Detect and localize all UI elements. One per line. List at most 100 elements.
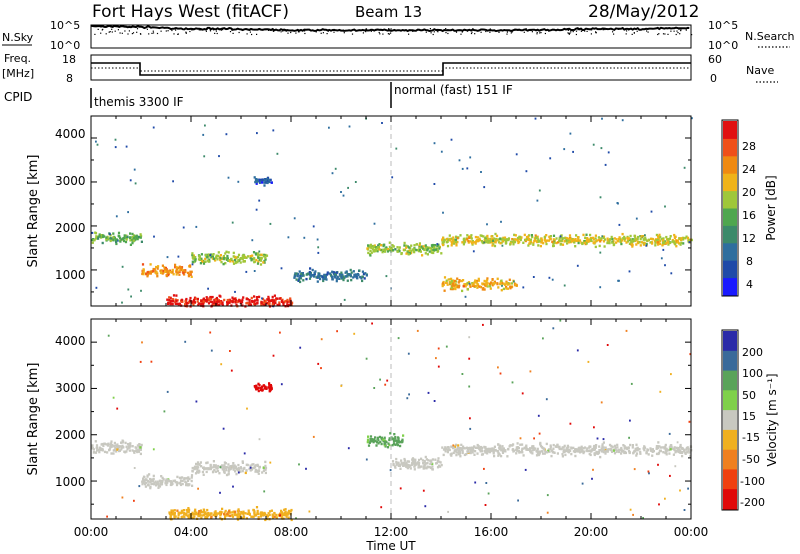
velocity-cell — [138, 448, 141, 451]
power-cell — [332, 272, 336, 275]
velocity-cell — [539, 443, 542, 446]
power-cell — [325, 278, 328, 281]
velocity-cell — [408, 465, 411, 469]
velocity-cell — [458, 450, 461, 453]
power-cell — [142, 268, 145, 271]
power-colorbar-swatch — [723, 260, 737, 279]
velocity-cell — [601, 443, 604, 446]
power-cell — [317, 246, 320, 249]
velocity-cell — [317, 362, 320, 365]
power-cell — [405, 252, 408, 255]
power-cell — [455, 240, 458, 244]
power-cell — [125, 234, 128, 237]
nsearch-point — [447, 29, 449, 31]
power-cell — [415, 248, 418, 252]
velocity-cell — [112, 396, 115, 399]
nsearch-point — [216, 32, 218, 35]
nsearch-point — [389, 29, 391, 31]
nsearch-point — [506, 33, 508, 35]
power-cell — [316, 238, 319, 241]
velocity-cell — [537, 414, 540, 417]
power-cell — [592, 143, 595, 146]
nave-right-tick-bottom: 0 — [710, 72, 717, 85]
nsearch-point — [365, 31, 367, 33]
power-ylabel: Slant Range [km] — [26, 155, 41, 268]
velocity-cell — [124, 441, 127, 445]
velocity-cell — [173, 516, 176, 519]
power-cell — [459, 234, 462, 237]
velocity-cell — [250, 515, 253, 518]
velocity-cell — [196, 461, 200, 464]
velocity-cell — [465, 453, 468, 456]
velocity-cell — [212, 470, 215, 473]
power-cell — [264, 256, 267, 259]
nsky-panel: N.Sky 10^5 10^0 10^5 10^0 N.Search — [2, 19, 795, 52]
power-cell — [293, 274, 297, 277]
power-cell — [174, 298, 177, 301]
velocity-cell — [136, 449, 139, 452]
velocity-cell — [582, 447, 585, 450]
power-colorbar-swatch — [723, 225, 737, 244]
velocity-cell — [177, 513, 180, 517]
nsearch-point — [272, 29, 274, 31]
velocity-cell — [98, 450, 101, 454]
power-cell — [381, 248, 384, 252]
velocity-cell — [237, 512, 240, 515]
velocity-cell — [561, 446, 564, 449]
velocity-cell — [279, 331, 281, 334]
power-cell — [359, 275, 362, 279]
power-cell — [476, 236, 479, 239]
velocity-cell — [305, 467, 307, 470]
power-cell — [225, 257, 228, 260]
power-cell — [175, 270, 178, 274]
power-cell — [331, 270, 334, 273]
power-cell — [548, 276, 551, 279]
power-cell — [677, 240, 680, 243]
velocity-cell — [455, 451, 458, 454]
power-cell — [509, 240, 512, 244]
power-cell — [688, 241, 691, 244]
velocity-cell — [467, 449, 470, 452]
power-cell — [94, 232, 98, 235]
velocity-cell — [219, 466, 222, 469]
velocity-cell — [589, 445, 592, 448]
power-cell — [134, 182, 137, 185]
nsearch-point — [295, 32, 297, 34]
power-cell — [662, 239, 665, 242]
velocity-cell — [429, 462, 432, 466]
power-cell — [385, 248, 388, 251]
power-cell — [474, 235, 477, 239]
power-cell — [639, 237, 642, 241]
velocity-cell — [424, 462, 427, 465]
power-cell — [272, 302, 275, 306]
power-cell — [565, 239, 568, 242]
power-cell — [262, 261, 265, 264]
velocity-cell — [94, 451, 98, 454]
velocity-cell — [388, 437, 391, 440]
power-cell — [491, 282, 494, 286]
velocity-cell — [228, 514, 231, 517]
power-cell — [461, 241, 464, 244]
power-cell — [667, 239, 670, 243]
power-cell — [441, 284, 444, 288]
nsearch-point — [156, 32, 159, 35]
velocity-cell — [489, 450, 492, 454]
power-cell — [216, 258, 219, 261]
power-cell — [424, 244, 427, 247]
power-cell — [209, 254, 212, 257]
velocity-cell — [438, 460, 441, 463]
velocity-cell — [660, 446, 663, 449]
power-cbar-tick-20: 20 — [742, 186, 756, 199]
velocity-cell — [602, 446, 605, 449]
power-cell — [499, 281, 502, 284]
power-cell — [150, 270, 153, 273]
velocity-cell — [674, 451, 677, 454]
velocity-cell — [651, 450, 654, 453]
velocity-cell — [400, 459, 403, 462]
power-cell — [204, 124, 206, 127]
power-cell — [532, 276, 535, 278]
power-cell — [631, 245, 634, 248]
power-cell — [508, 278, 511, 281]
power-cell — [253, 295, 256, 298]
power-cell — [191, 260, 194, 263]
